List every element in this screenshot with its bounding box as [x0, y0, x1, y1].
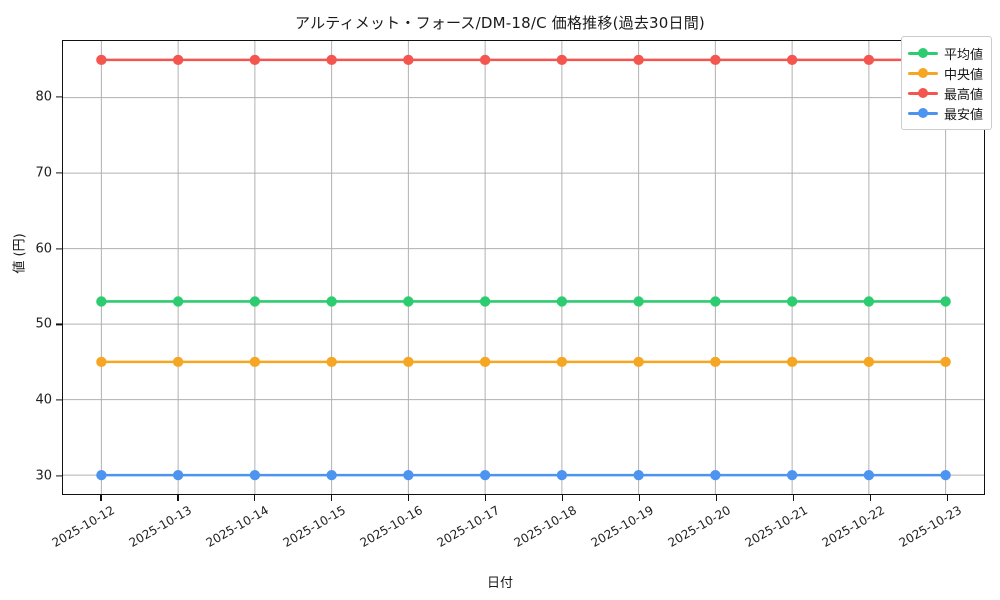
data-point-marker	[786, 54, 798, 66]
legend-item[interactable]: 最安値	[907, 103, 983, 123]
y-axis-tick-label: 70	[35, 165, 52, 181]
chart-legend: 平均値中央値最高値最安値	[900, 36, 992, 130]
legend-item[interactable]: 中央値	[907, 63, 983, 83]
data-point-marker	[710, 469, 721, 481]
data-point-marker	[710, 356, 721, 368]
y-axis-tick-mark	[56, 96, 62, 98]
data-point-marker	[556, 296, 568, 307]
x-axis-tick-mark	[869, 495, 871, 501]
data-point-marker	[479, 469, 491, 481]
data-point-marker	[326, 296, 337, 307]
y-axis-tick-labels: 30 40 50 60 70 80	[0, 40, 52, 495]
data-point-marker	[633, 356, 644, 368]
legend-marker-icon	[917, 48, 928, 58]
plot-area	[62, 40, 985, 495]
data-point-marker	[786, 356, 798, 368]
data-point-marker	[249, 54, 261, 66]
y-axis-tick-mark	[56, 399, 62, 401]
y-axis-tick-label: 40	[35, 392, 52, 408]
legend-marker-icon	[917, 108, 928, 118]
data-point-marker	[556, 469, 568, 481]
data-point-marker	[633, 54, 644, 66]
y-axis-tick-mark	[56, 247, 62, 250]
legend-swatch-icon	[907, 46, 938, 60]
data-point-marker	[403, 296, 414, 307]
legend-label: 中央値	[943, 67, 983, 83]
legend-swatch-icon	[907, 66, 938, 80]
data-point-marker	[96, 54, 107, 66]
data-point-marker	[940, 296, 951, 307]
data-point-marker	[403, 356, 414, 368]
legend-marker-icon	[917, 68, 928, 78]
data-point-marker	[556, 356, 568, 368]
x-axis-tick-labels: 2025-10-12 2025-10-13 2025-10-14 2025-10-15…	[50, 503, 985, 573]
data-point-marker	[326, 469, 337, 481]
data-point-marker	[556, 54, 568, 66]
data-point-marker	[479, 54, 491, 66]
x-axis-tick-mark	[561, 495, 564, 501]
y-axis-tick-mark	[56, 172, 62, 174]
data-point-marker	[403, 54, 414, 66]
data-point-marker	[863, 296, 875, 307]
data-point-marker	[479, 296, 491, 307]
x-axis-tick-mark	[408, 495, 410, 501]
y-axis-tick-mark	[56, 475, 62, 477]
data-point-marker	[172, 54, 184, 66]
data-point-marker	[249, 296, 261, 307]
y-axis-tick-label: 30	[35, 468, 52, 484]
x-axis-tick-mark	[254, 495, 256, 501]
legend-swatch-icon	[907, 106, 938, 120]
x-axis-tick-mark	[638, 495, 641, 501]
y-axis-tick-label: 50	[35, 316, 52, 332]
data-point-marker	[172, 296, 184, 307]
data-point-marker	[96, 469, 107, 481]
x-axis-tick-mark	[177, 495, 179, 501]
data-point-marker	[633, 296, 644, 307]
data-point-marker	[96, 356, 107, 368]
data-point-marker	[479, 356, 491, 368]
y-axis-tick-mark	[56, 323, 62, 325]
data-point-marker	[940, 356, 951, 368]
y-axis-tick-label: 60	[35, 241, 52, 257]
data-point-marker	[172, 469, 184, 481]
data-series-layer	[96, 54, 951, 481]
data-point-marker	[249, 356, 261, 368]
x-axis-tick-mark	[715, 495, 717, 501]
y-axis-tick-label: 80	[35, 89, 52, 105]
data-point-marker	[863, 469, 875, 481]
legend-marker-icon	[917, 88, 928, 98]
legend-item[interactable]: 最高値	[907, 83, 983, 103]
data-point-marker	[863, 356, 875, 368]
data-point-marker	[249, 469, 261, 481]
chart-title: アルティメット・フォース/DM-18/C 価格推移(過去30日間)	[295, 14, 705, 32]
legend-swatch-icon	[907, 86, 938, 100]
data-point-marker	[326, 356, 337, 368]
x-axis-tick-mark	[946, 495, 948, 501]
x-axis-title: 日付	[486, 576, 513, 591]
data-point-marker	[710, 54, 721, 66]
x-axis-tick-marks	[62, 495, 985, 503]
data-point-marker	[403, 469, 414, 481]
x-axis-tick-mark	[485, 495, 487, 501]
data-point-marker	[940, 469, 951, 481]
data-point-marker	[96, 296, 107, 307]
data-point-marker	[326, 54, 337, 66]
data-point-marker	[633, 469, 644, 481]
legend-label: 最高値	[943, 87, 983, 103]
x-axis-tick-mark	[100, 495, 102, 501]
legend-label: 平均値	[943, 47, 983, 63]
x-axis-tick-mark	[792, 495, 794, 501]
y-axis-tick-marks	[0, 40, 62, 495]
legend-label: 最安値	[943, 107, 983, 123]
data-point-marker	[710, 296, 721, 307]
data-point-marker	[786, 296, 798, 307]
x-axis-tick-mark	[331, 495, 333, 501]
data-point-marker	[863, 54, 875, 66]
data-point-marker	[172, 356, 184, 368]
data-point-marker	[786, 469, 798, 481]
legend-item[interactable]: 平均値	[907, 43, 983, 63]
